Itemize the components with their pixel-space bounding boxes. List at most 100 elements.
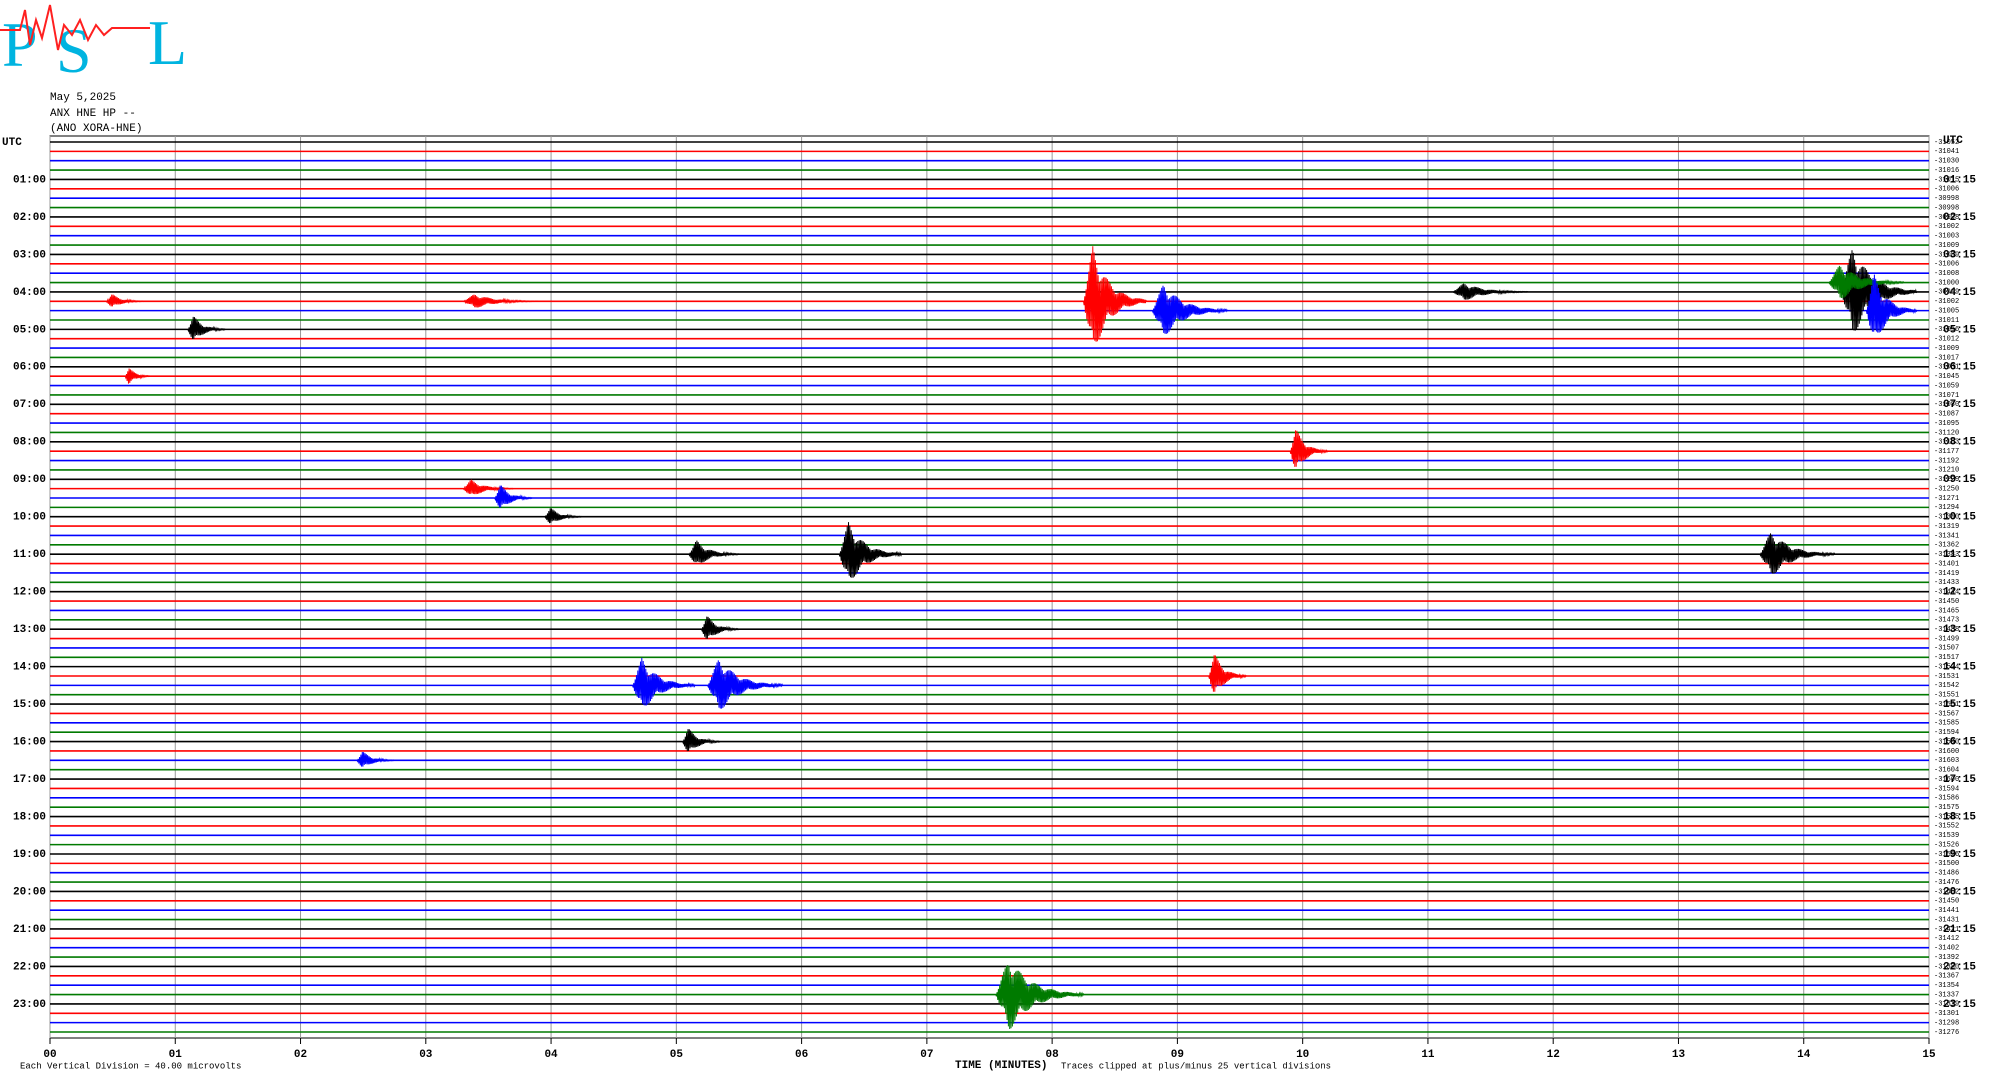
offset-label: -31500 <box>1934 860 1959 868</box>
offset-label: -31250 <box>1934 485 1959 493</box>
left-time-label: UTC <box>2 137 22 149</box>
offset-label: -31002 <box>1934 298 1959 306</box>
x-tick-label: 15 <box>1922 1049 1936 1061</box>
x-tick-label: 14 <box>1797 1049 1811 1061</box>
offset-label: -31087 <box>1934 411 1959 419</box>
offset-label: -31008 <box>1934 270 1959 278</box>
x-tick-label: 00 <box>43 1049 56 1061</box>
offset-label: -31301 <box>1934 1010 1959 1018</box>
x-tick-label: 11 <box>1421 1049 1435 1061</box>
offset-label: -31192 <box>1934 457 1959 465</box>
offset-label: -30998 <box>1934 204 1959 212</box>
seismic-event <box>124 368 151 384</box>
seismic-event <box>105 294 145 307</box>
seismic-event <box>838 522 903 578</box>
x-tick-label: 05 <box>670 1049 684 1061</box>
left-time-label: 21:00 <box>13 924 46 936</box>
right-time-label: 19:15 <box>1943 849 1976 861</box>
offset-label: -31473 <box>1934 617 1959 625</box>
offset-label: -31567 <box>1934 710 1959 718</box>
offset-label: -31433 <box>1934 579 1959 587</box>
right-time-label: 14:15 <box>1943 662 1976 674</box>
offset-label: -31005 <box>1934 307 1959 315</box>
offset-label: -31298 <box>1934 1019 1959 1027</box>
offset-label: -31594 <box>1934 785 1959 793</box>
left-time-label: 18:00 <box>13 811 46 823</box>
right-time-label: 22:15 <box>1943 961 1976 973</box>
offset-label: -31600 <box>1934 748 1959 756</box>
offset-label: -31524 <box>1934 663 1959 671</box>
offset-label: -31604 <box>1934 767 1959 775</box>
right-time-label: 13:15 <box>1943 624 1976 636</box>
seismic-event <box>1289 430 1329 467</box>
plot-frame <box>49 135 1930 1039</box>
right-time-label: 17:15 <box>1943 774 1976 786</box>
left-time-label: 14:00 <box>13 662 46 674</box>
offset-label: -31507 <box>1934 645 1959 653</box>
offset-label: -31080 <box>1934 401 1959 409</box>
offset-label: -30998 <box>1934 214 1959 222</box>
offset-label: -31016 <box>1934 167 1959 175</box>
offset-label: -31499 <box>1934 635 1959 643</box>
x-tick-label: 12 <box>1547 1049 1560 1061</box>
offset-label: -31041 <box>1934 148 1959 156</box>
offset-label: -31319 <box>1934 1001 1959 1009</box>
offset-label: -31009 <box>1934 251 1959 259</box>
seismic-event <box>494 485 533 508</box>
logo-letter: P <box>2 9 38 80</box>
seismic-event <box>1828 265 1905 299</box>
offset-label: -31517 <box>1934 654 1959 662</box>
offset-label: -31542 <box>1934 682 1959 690</box>
seismic-event <box>707 660 784 709</box>
offset-label: -31006 <box>1934 261 1959 269</box>
seismic-event <box>1865 274 1917 333</box>
offset-label: -31600 <box>1934 776 1959 784</box>
left-time-label: 20:00 <box>13 886 46 898</box>
seismic-event <box>700 616 740 639</box>
clip-note: Traces clipped at plus/minus 25 vertical… <box>1061 1061 1331 1071</box>
offset-label: -31526 <box>1934 841 1959 849</box>
offset-label: -31575 <box>1934 804 1959 812</box>
right-time-label: 12:15 <box>1943 587 1976 599</box>
offset-label: -31462 <box>1934 888 1959 896</box>
left-time-label: 04:00 <box>13 287 46 299</box>
x-tick-label: 09 <box>1171 1049 1184 1061</box>
right-time-label: 05:15 <box>1943 324 1976 336</box>
offset-label: -31059 <box>1934 382 1959 390</box>
left-time-label: 11:00 <box>13 549 46 561</box>
x-tick-label: 10 <box>1296 1049 1309 1061</box>
right-time-label: 06:15 <box>1943 362 1976 374</box>
x-tick-label: 06 <box>795 1049 808 1061</box>
offset-label: -31486 <box>1934 870 1959 878</box>
offset-label: -31015 <box>1934 176 1959 184</box>
offset-label: -31380 <box>1934 963 1959 971</box>
left-time-label: 12:00 <box>13 587 46 599</box>
offset-label: -31016 <box>1934 326 1959 334</box>
left-time-label: 08:00 <box>13 437 46 449</box>
left-time-label: 23:00 <box>13 999 46 1011</box>
x-tick-label: 08 <box>1046 1049 1060 1061</box>
offset-label: -31341 <box>1934 532 1959 540</box>
right-time-label: 16:15 <box>1943 736 1976 748</box>
offset-label: -31030 <box>1934 158 1959 166</box>
offset-label: -31444 <box>1934 589 1959 597</box>
offset-label: -31392 <box>1934 954 1959 962</box>
left-time-label: 06:00 <box>13 362 46 374</box>
seismic-event <box>462 479 514 495</box>
left-time-label: 17:00 <box>13 774 46 786</box>
right-time-label: 01:15 <box>1943 174 1976 186</box>
right-time-label: 21:15 <box>1943 924 1976 936</box>
offset-label: -31488 <box>1934 626 1959 634</box>
x-tick-label: 07 <box>920 1049 933 1061</box>
left-time-label: 22:00 <box>13 961 46 973</box>
offset-label: -30999 <box>1934 289 1959 297</box>
right-time-label: 04:15 <box>1943 287 1976 299</box>
x-tick-label: 13 <box>1672 1049 1686 1061</box>
offset-label: -31551 <box>1934 692 1959 700</box>
offset-label: -31229 <box>1934 476 1959 484</box>
seismic-event <box>356 751 395 767</box>
offset-label: -31465 <box>1934 607 1959 615</box>
offset-label: -31276 <box>1934 1029 1959 1037</box>
seismic-event <box>1083 246 1147 342</box>
scale-note: Each Vertical Division = 40.00 microvolt… <box>20 1061 241 1071</box>
